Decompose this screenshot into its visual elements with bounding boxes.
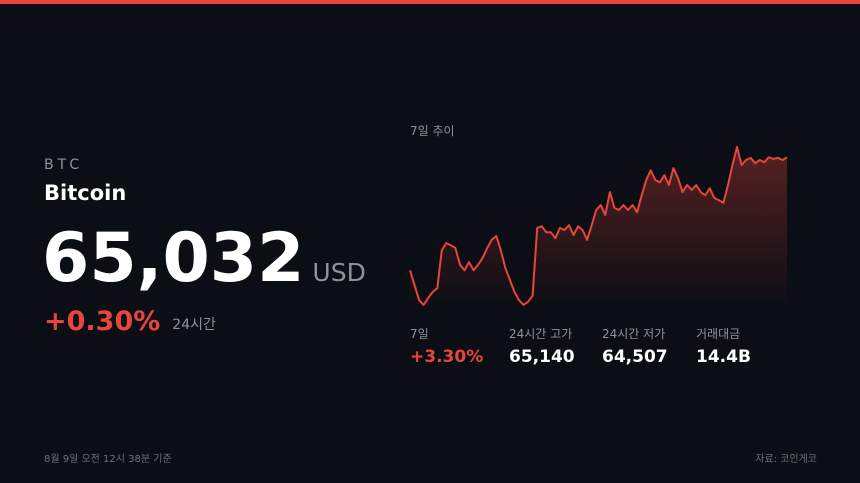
coin-name: Bitcoin	[44, 181, 126, 205]
stat-label: 24시간 저가	[602, 327, 665, 341]
timestamp: 8월 9일 오전 12시 38분 기준	[44, 453, 172, 465]
change: +0.30%	[44, 306, 160, 337]
line	[409, 146, 788, 306]
change-period: 24시간	[172, 317, 216, 333]
stat-label: 거래대금	[696, 327, 740, 341]
source: 자료: 코인게코	[755, 453, 817, 465]
stat-value: 65,140	[509, 347, 575, 367]
stat-value: +3.30%	[410, 347, 483, 367]
chart-title: 7일 추이	[410, 124, 455, 138]
stat-value: 14.4B	[696, 347, 751, 367]
stat-label: 24시간 고가	[509, 327, 572, 341]
area	[410, 147, 787, 308]
top-accent	[0, 0, 860, 4]
price: 65,032	[42, 219, 304, 298]
stat-value: 64,507	[602, 347, 668, 367]
currency: USD	[312, 258, 365, 287]
stat-label: 7일	[410, 327, 429, 341]
symbol: BTC	[44, 157, 83, 173]
